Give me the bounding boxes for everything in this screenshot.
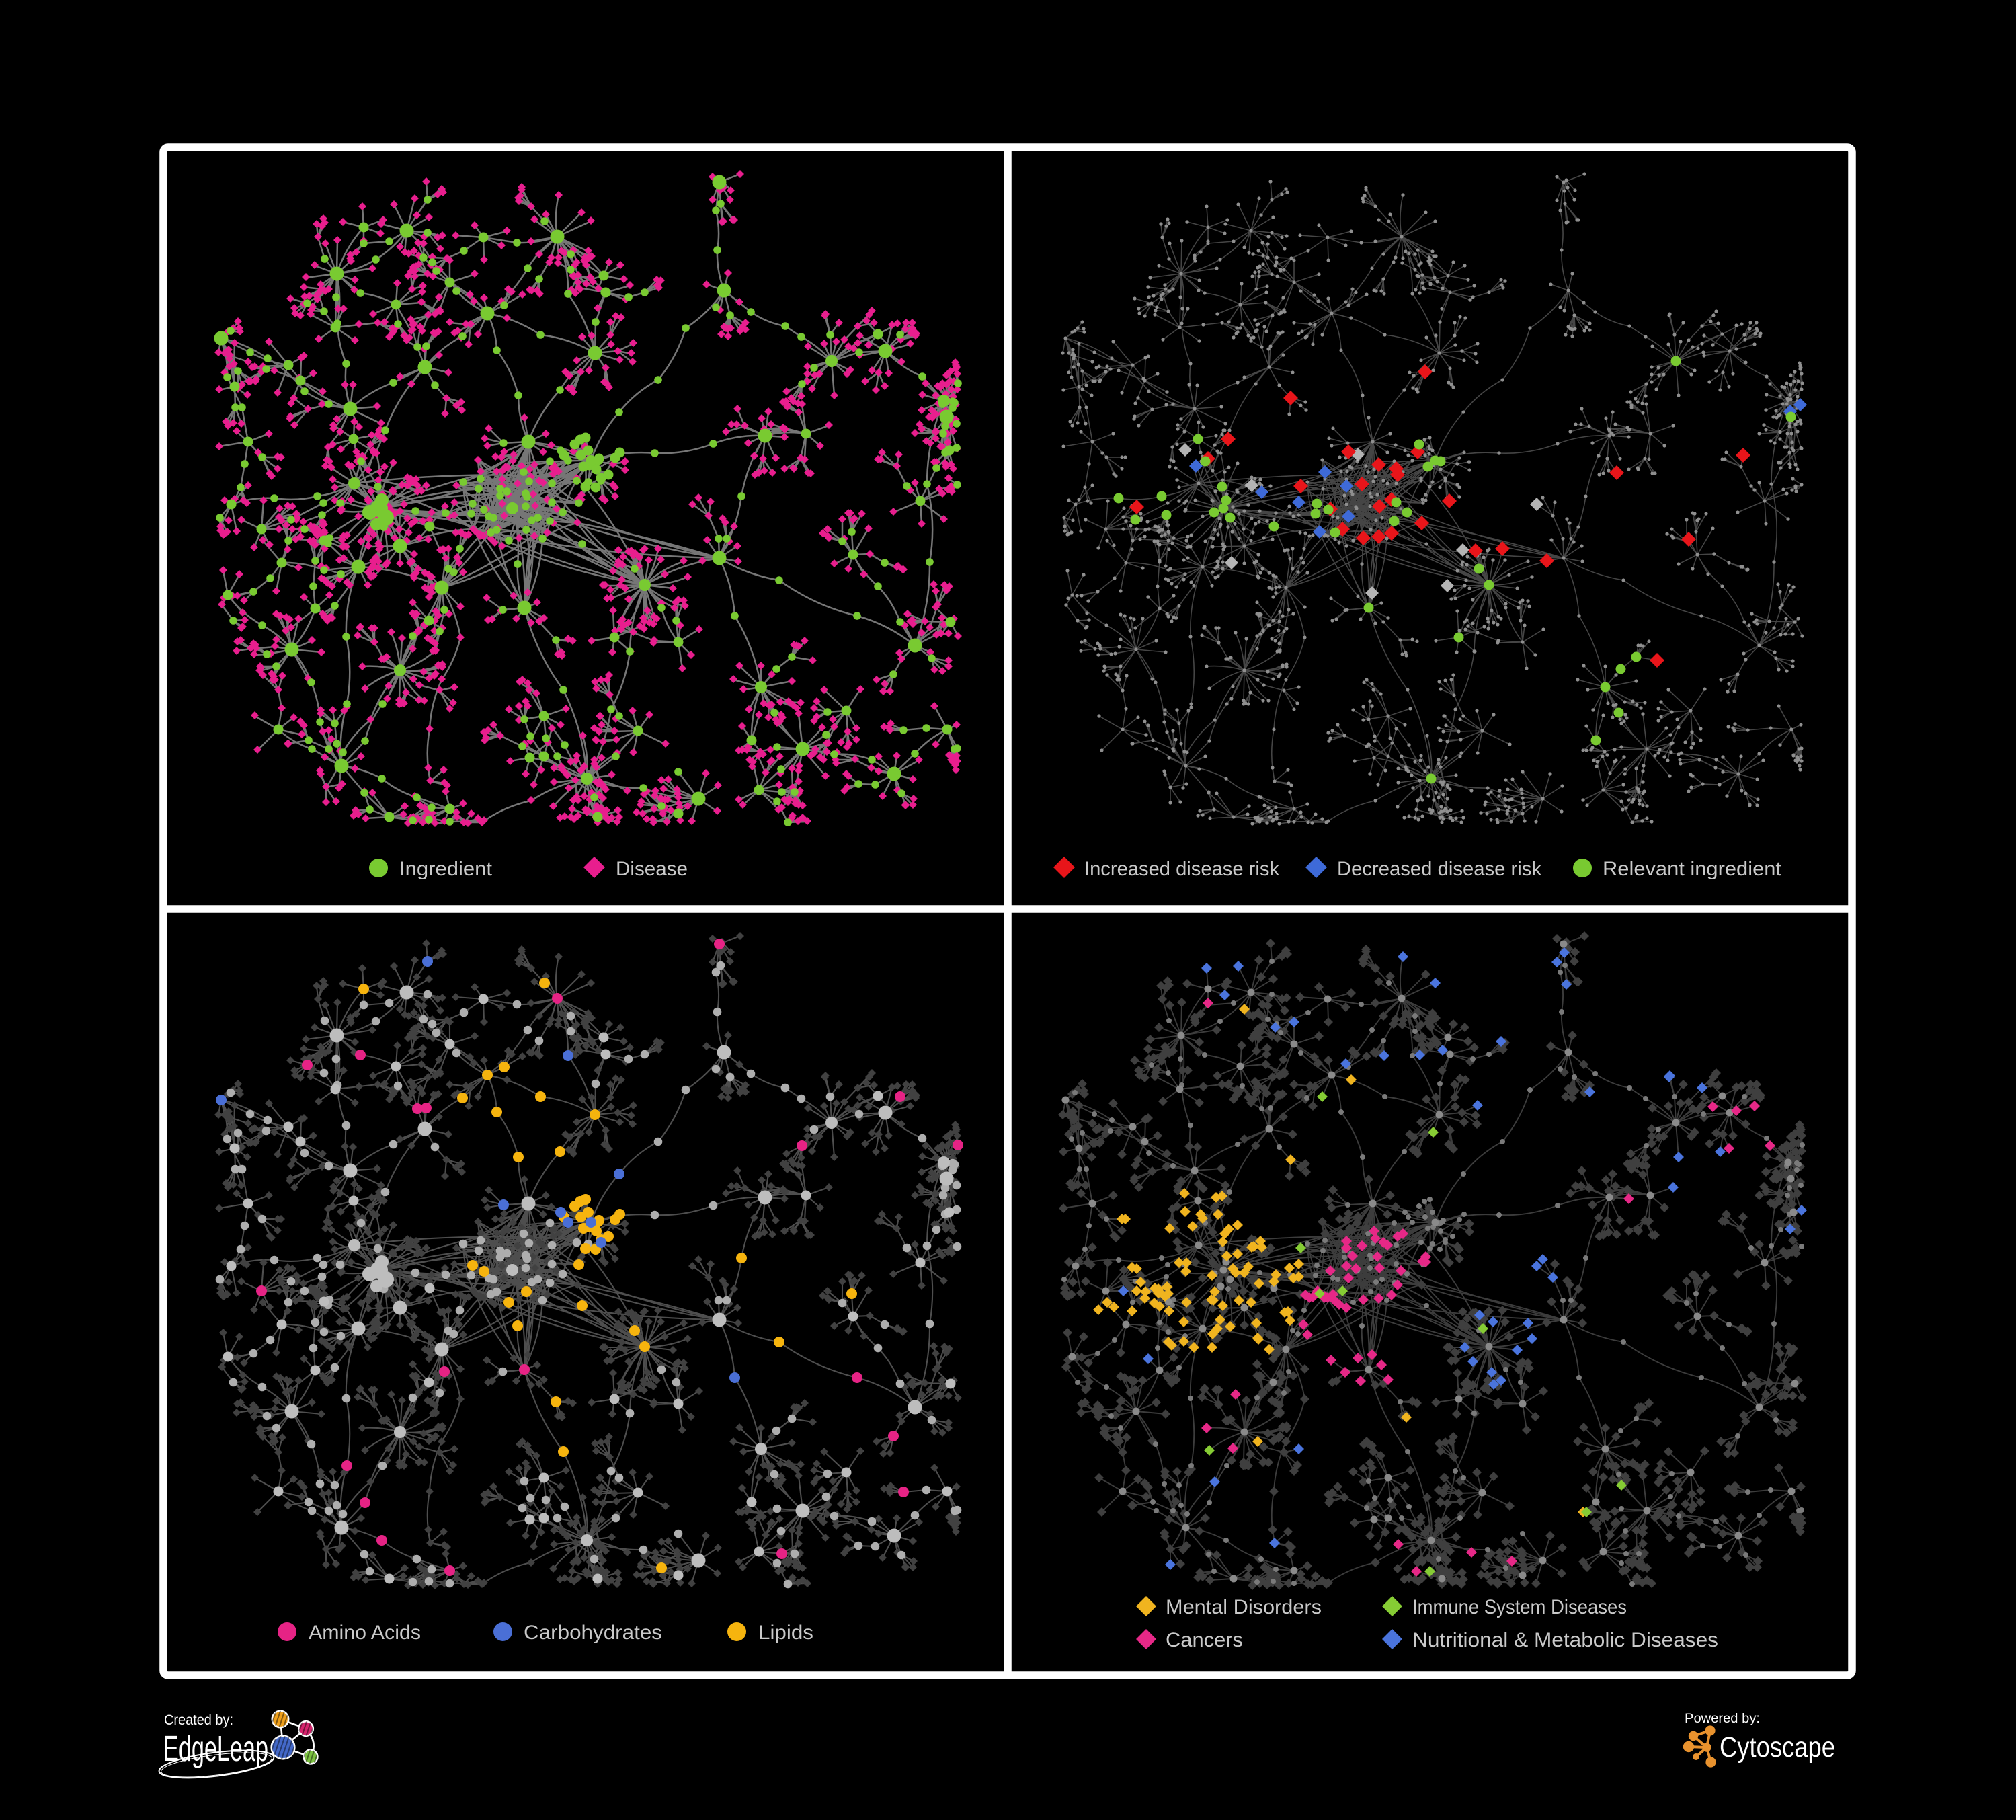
svg-text:Amino Acids: Amino Acids	[309, 1622, 421, 1644]
svg-text:Ingredient: Ingredient	[399, 858, 493, 880]
svg-text:Cytoscape: Cytoscape	[1720, 1731, 1835, 1764]
svg-text:Created by:: Created by:	[164, 1712, 233, 1728]
svg-text:EdgeLeap: EdgeLeap	[163, 1729, 268, 1769]
svg-text:Powered by:: Powered by:	[1685, 1712, 1760, 1726]
svg-text:Disease: Disease	[616, 858, 688, 880]
svg-text:Cancers: Cancers	[1166, 1629, 1243, 1651]
svg-text:Lipids: Lipids	[758, 1622, 813, 1644]
svg-text:Nutritional & Metabolic Diseas: Nutritional & Metabolic Diseases	[1412, 1629, 1718, 1651]
svg-text:Relevant ingredient: Relevant ingredient	[1603, 858, 1782, 880]
svg-text:Mental Disorders: Mental Disorders	[1166, 1596, 1322, 1618]
svg-text:Increased disease risk: Increased disease risk	[1084, 858, 1280, 880]
svg-text:Decreased disease risk: Decreased disease risk	[1337, 858, 1542, 880]
svg-text:Immune System Diseases: Immune System Diseases	[1412, 1596, 1627, 1618]
svg-text:Carbohydrates: Carbohydrates	[524, 1622, 662, 1644]
